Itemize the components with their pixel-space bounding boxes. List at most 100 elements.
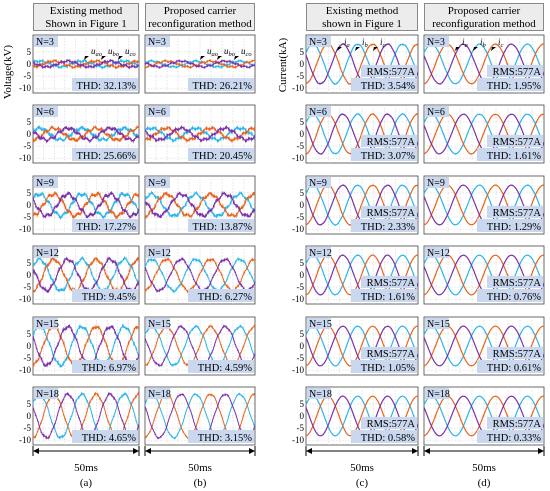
- rms-label: RMS:577A: [367, 419, 416, 430]
- panel-d-row-1: N=3 RMS:577A THD: 1.95% ia ib ic: [423, 34, 545, 94]
- thd-label-bg: [72, 289, 138, 302]
- series-i_a: [305, 112, 419, 155]
- panel-label: (c): [356, 477, 369, 489]
- panel-d-row-3: N=9 RMS:577A THD: 1.29%: [423, 175, 545, 235]
- panel-a-row-4: N=12 THD: 9.45% 5 0 -5 -10: [19, 245, 140, 305]
- y-tick-label: 5: [300, 117, 305, 127]
- series-label-u_ao: uao: [207, 46, 219, 58]
- y-tick-label: 0: [27, 200, 32, 210]
- series-label-i_b: ib: [362, 37, 369, 49]
- rms-label: RMS:577A: [367, 349, 416, 360]
- thd-label-bg: [188, 430, 254, 443]
- series-u_ao: [144, 124, 256, 144]
- y-tick-label: -10: [19, 83, 31, 93]
- rms-label: RMS:577A: [493, 67, 542, 78]
- y-tick-label: -5: [24, 71, 32, 81]
- n-label-bg: [34, 318, 58, 329]
- thd-label-bg: [477, 219, 543, 232]
- label-arrow: [101, 56, 106, 60]
- panel-c-row-2: N=6 RMS:577A THD: 3.07% 5 0 -5 -10: [292, 104, 419, 164]
- series-u_co: [32, 191, 140, 219]
- y-tick-label: 0: [27, 341, 32, 351]
- label-arrow: [373, 47, 378, 51]
- n-label: N=3: [36, 37, 54, 48]
- thd-label-bg: [72, 148, 138, 161]
- y-tick-label: -10: [292, 435, 304, 445]
- n-label-bg: [34, 36, 58, 47]
- panel-b-row-3: N=9 THD: 13.87%: [144, 175, 256, 235]
- time-span-a: 50ms (a): [32, 446, 140, 489]
- series-label-u_co: uco: [125, 46, 136, 58]
- rms-label: RMS:577A: [367, 137, 416, 148]
- y-tick-label: 5: [300, 399, 305, 409]
- y-tick-label: -10: [292, 153, 304, 163]
- y-tick-label: -5: [297, 212, 305, 222]
- series-u_ao: [144, 257, 256, 294]
- n-label: N=15: [309, 319, 332, 330]
- panel-c-row-5: N=15 RMS:577A THD: 1.05% 5 0 -5 -10: [292, 316, 419, 376]
- y-tick-label: -10: [292, 83, 304, 93]
- y-tick-label: -5: [24, 353, 32, 363]
- y-tick-label: 5: [27, 258, 32, 268]
- label-arrow: [84, 56, 89, 60]
- thd-label: THD: 1.61%: [487, 151, 541, 162]
- y-tick-label: 0: [27, 411, 32, 421]
- n-label: N=12: [427, 248, 450, 259]
- thd-label-bg: [351, 360, 417, 373]
- thd-label: THD: 4.59%: [198, 363, 252, 374]
- thd-label: THD: 3.54%: [361, 81, 415, 92]
- thd-label: THD: 6.27%: [198, 292, 252, 303]
- series-i_a: [305, 43, 419, 86]
- header-line-2: Shown in Figure 1: [45, 18, 127, 30]
- panel-label: (b): [194, 477, 207, 489]
- rms-label-bg: [487, 206, 543, 218]
- span-arrow-left: [145, 448, 151, 454]
- series-u_ao: [32, 391, 140, 440]
- thd-label-bg: [72, 78, 138, 91]
- series-label-i_a: ia: [462, 37, 468, 49]
- span-arrow-left: [33, 448, 39, 454]
- thd-label: THD: 17.27%: [77, 222, 137, 233]
- panel-label: (a): [80, 477, 93, 489]
- series-label-i_b: ib: [480, 37, 487, 49]
- series-u_ao: [32, 323, 140, 369]
- n-label-bg: [146, 388, 170, 399]
- rms-label: RMS:577A: [493, 137, 542, 148]
- series-u_ao: [32, 255, 140, 293]
- n-label-bg: [34, 177, 58, 188]
- panel-d-row-5: N=15 RMS:577A THD: 0.61%: [423, 316, 545, 376]
- rms-label-bg: [487, 417, 543, 429]
- y-axis-title-voltage: Voltage(kV): [2, 45, 14, 100]
- n-label-bg: [307, 318, 331, 329]
- y-tick-label: 5: [27, 117, 32, 127]
- series-u_bo: [144, 58, 256, 70]
- series-u_bo: [32, 256, 140, 294]
- panel-d-row-4: N=12 RMS:577A THD: 0.76%: [423, 245, 545, 305]
- n-label: N=9: [309, 178, 327, 189]
- thd-label: THD: 1.29%: [487, 222, 541, 233]
- n-label: N=18: [148, 389, 171, 400]
- y-tick-label: -10: [19, 435, 31, 445]
- series-label-u_ao: uao: [91, 46, 103, 58]
- thd-label: THD: 3.07%: [361, 151, 415, 162]
- span-arrow-right: [133, 448, 139, 454]
- span-arrow-left: [306, 448, 312, 454]
- thd-label: THD: 26.21%: [193, 81, 253, 92]
- y-tick-label: 5: [27, 329, 32, 339]
- series-label-u_bo: ubo: [224, 46, 236, 58]
- y-tick-label: 0: [300, 411, 305, 421]
- panel-c-row-3: N=9 RMS:577A THD: 2.33% 5 0 -5 -10: [292, 175, 419, 235]
- n-label: N=3: [148, 37, 166, 48]
- n-label: N=6: [427, 107, 445, 118]
- y-tick-label: 5: [300, 329, 305, 339]
- n-label: N=18: [309, 389, 332, 400]
- span-arrow-right: [538, 448, 544, 454]
- n-label-bg: [425, 36, 449, 47]
- y-tick-label: 0: [27, 129, 32, 139]
- thd-label: THD: 32.13%: [77, 81, 137, 92]
- n-label: N=18: [36, 389, 59, 400]
- thd-label: THD: 0.61%: [487, 363, 541, 374]
- n-label: N=15: [148, 319, 171, 330]
- y-tick-label: -10: [292, 294, 304, 304]
- panel-b-row-2: N=6 THD: 20.45%: [144, 104, 256, 164]
